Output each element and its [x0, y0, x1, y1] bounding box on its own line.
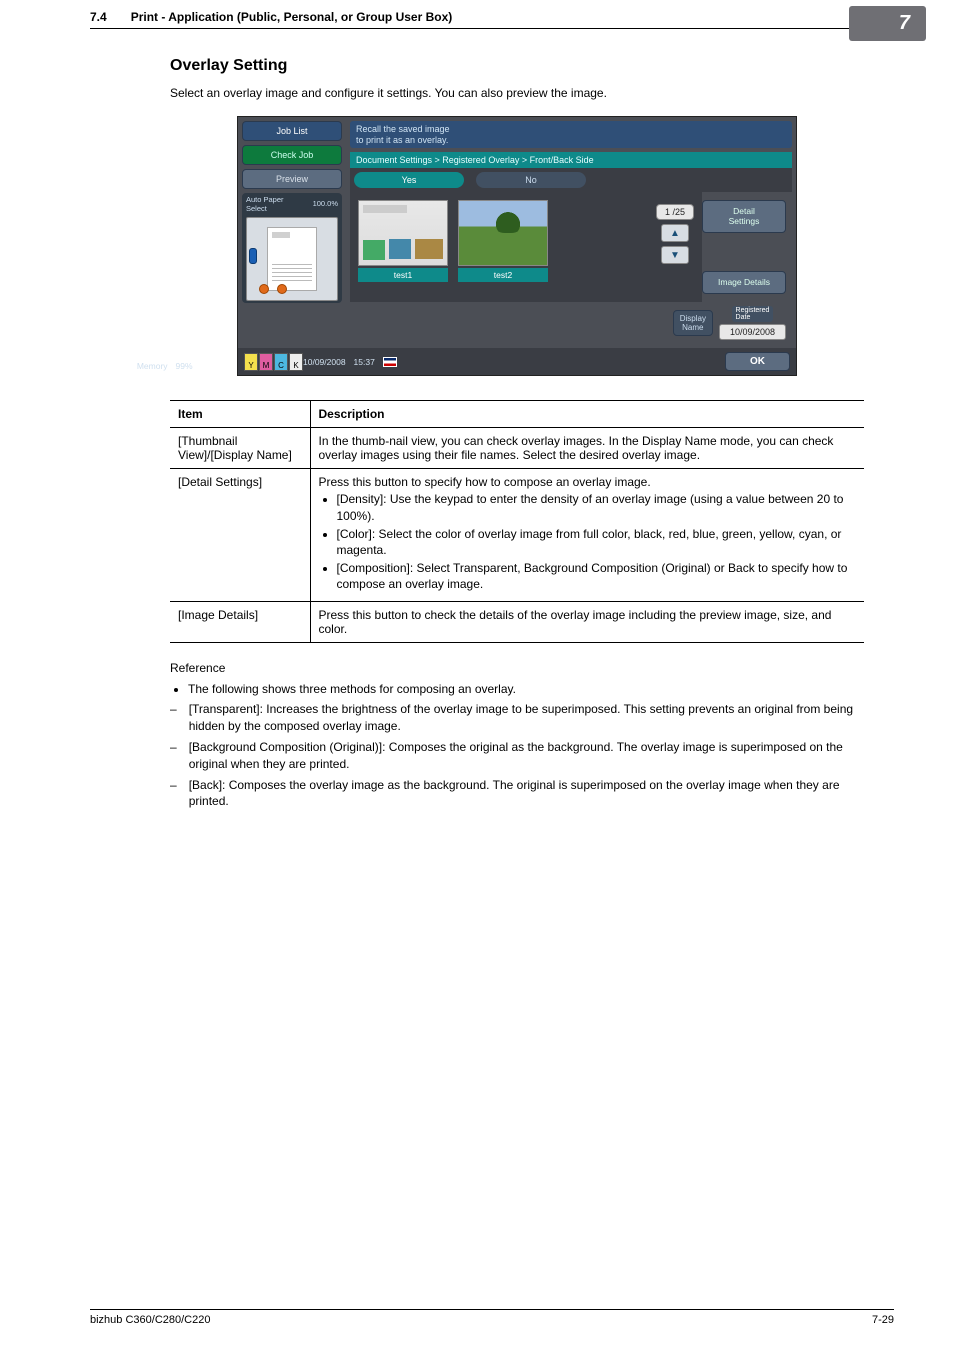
status-bar: Y M C K 10/09/2008 15:37 Memory 99% OK	[238, 348, 796, 375]
message-bar: Recall the saved image to print it as an…	[350, 121, 792, 149]
display-name-toggle[interactable]: Display Name	[673, 310, 713, 336]
side-right-buttons: Detail Settings Image Details	[702, 192, 792, 302]
toner-k-icon: K	[289, 353, 303, 371]
memory-label: Memory	[137, 361, 168, 371]
status-info: 10/09/2008 15:37	[303, 357, 397, 367]
job-list-tab[interactable]: Job List	[242, 121, 342, 141]
toner-m-icon: M	[259, 353, 273, 371]
table-head-desc: Description	[310, 401, 864, 428]
memory-value: 99%	[176, 361, 193, 371]
chapter-badge: 7	[849, 6, 926, 41]
footer-product: bizhub C360/C280/C220	[90, 1314, 210, 1326]
section-number: 7.4	[90, 10, 107, 24]
ok-button[interactable]: OK	[725, 352, 790, 371]
left-column: Job List Check Job Preview Auto Paper Se…	[238, 117, 346, 349]
table-head-item: Item	[170, 401, 310, 428]
registered-date-value: 10/09/2008	[719, 324, 786, 340]
footer-page: 7-29	[872, 1314, 894, 1326]
device-screenshot: Job List Check Job Preview Auto Paper Se…	[237, 116, 797, 377]
table-row: [Thumbnail View]/[Display Name] In the t…	[170, 428, 864, 469]
page-up-button[interactable]: ▲	[661, 224, 689, 242]
dash-text: [Transparent]: Increases the brightness …	[189, 701, 864, 735]
desc-lead: Press this button to specify how to comp…	[319, 475, 651, 489]
registered-date-label: Registered Date	[732, 306, 774, 322]
overlay-thumb-2[interactable]: test2	[458, 200, 548, 294]
auto-paper-value: 100.0%	[313, 199, 338, 208]
language-flag-icon[interactable]	[383, 357, 397, 367]
dash-item: – [Transparent]: Increases the brightnes…	[170, 701, 864, 735]
table-row: [Image Details] Press this button to che…	[170, 601, 864, 642]
section-title: Print - Application (Public, Personal, o…	[131, 10, 894, 24]
item-cell: [Image Details]	[170, 601, 310, 642]
check-job-tab[interactable]: Check Job	[242, 145, 342, 165]
desc-cell: In the thumb-nail view, you can check ov…	[310, 428, 864, 469]
page-indicator: 1 /25	[656, 204, 694, 220]
content-area: Overlay Setting Select an overlay image …	[170, 57, 864, 810]
status-time: 15:37	[354, 357, 375, 367]
reference-bullet-list: The following shows three methods for co…	[188, 681, 864, 698]
reference-label: Reference	[170, 661, 864, 675]
overlay-image-2	[458, 200, 548, 266]
doc-preview	[246, 217, 338, 301]
toner-c-icon: C	[274, 353, 288, 371]
overlay-label-1: test1	[358, 268, 448, 282]
dot-icon	[259, 284, 269, 294]
yes-no-row: Yes No	[350, 168, 792, 192]
preview-tab[interactable]: Preview	[242, 169, 342, 189]
bullet: [Composition]: Select Transparent, Backg…	[337, 560, 857, 592]
page-controls: 1 /25 ▲ ▼	[656, 200, 694, 294]
item-cell: [Detail Settings]	[170, 469, 310, 601]
page-header: 7.4 Print - Application (Public, Persona…	[90, 0, 894, 29]
reference-dash-list: – [Transparent]: Increases the brightnes…	[170, 701, 864, 810]
bullet: [Density]: Use the keypad to enter the d…	[337, 491, 857, 523]
dash-icon: –	[170, 701, 177, 735]
desc-cell: Press this button to specify how to comp…	[310, 469, 864, 601]
doc-mini-icon	[267, 227, 317, 291]
overlay-heading: Overlay Setting	[170, 57, 864, 75]
overlay-label-2: test2	[458, 268, 548, 282]
page-footer: bizhub C360/C280/C220 7-29	[90, 1309, 894, 1326]
description-table: Item Description [Thumbnail View]/[Displ…	[170, 400, 864, 642]
bottom-row: Display Name Registered Date 10/09/2008	[350, 302, 792, 344]
dash-text: [Background Composition (Original)]: Com…	[189, 739, 864, 773]
auto-paper-label: Auto Paper Select	[246, 195, 284, 213]
yes-button[interactable]: Yes	[354, 172, 464, 188]
breadcrumb: Document Settings > Registered Overlay >…	[350, 152, 792, 168]
detail-settings-button[interactable]: Detail Settings	[702, 200, 786, 233]
page-down-button[interactable]: ▼	[661, 246, 689, 264]
image-details-button[interactable]: Image Details	[702, 271, 786, 294]
bullet: [Color]: Select the color of overlay ima…	[337, 526, 857, 558]
dash-item: – [Back]: Composes the overlay image as …	[170, 777, 864, 811]
toner-y-icon: Y	[244, 353, 258, 371]
dash-icon: –	[170, 777, 177, 811]
memory-info: Memory 99%	[137, 361, 193, 371]
overlay-thumb-area: test1 test2 1 /25 ▲ ▼	[350, 192, 702, 302]
item-cell: [Thumbnail View]/[Display Name]	[170, 428, 310, 469]
staple-icon	[249, 248, 257, 264]
auto-paper-box: Auto Paper Select 100.0%	[242, 193, 342, 303]
dash-text: [Back]: Composes the overlay image as th…	[189, 777, 864, 811]
desc-bullets: [Density]: Use the keypad to enter the d…	[337, 491, 857, 592]
overlay-image-1	[358, 200, 448, 266]
overlay-thumb-1[interactable]: test1	[358, 200, 448, 294]
dash-item: – [Background Composition (Original)]: C…	[170, 739, 864, 773]
dot-icon	[277, 284, 287, 294]
dash-icon: –	[170, 739, 177, 773]
right-main: Recall the saved image to print it as an…	[346, 117, 796, 349]
desc-cell: Press this button to check the details o…	[310, 601, 864, 642]
toner-levels: Y M C K	[244, 353, 303, 371]
overlay-intro: Select an overlay image and configure it…	[170, 85, 864, 102]
status-date: 10/09/2008	[303, 357, 346, 367]
table-row: [Detail Settings] Press this button to s…	[170, 469, 864, 601]
registered-date: Registered Date 10/09/2008	[719, 306, 786, 340]
reference-bullet: The following shows three methods for co…	[188, 681, 864, 698]
no-button[interactable]: No	[476, 172, 586, 188]
